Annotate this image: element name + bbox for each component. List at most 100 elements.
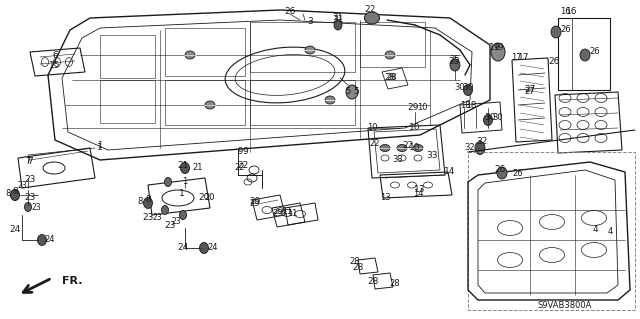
Text: 11: 11 [282, 207, 294, 217]
Ellipse shape [143, 197, 152, 209]
Text: 15: 15 [49, 61, 61, 70]
Text: 19: 19 [489, 43, 500, 53]
Text: 32: 32 [476, 137, 488, 146]
Text: 28: 28 [390, 278, 400, 287]
Text: 32: 32 [465, 144, 476, 152]
Text: 23: 23 [171, 218, 181, 226]
Text: 16: 16 [560, 8, 570, 17]
Ellipse shape [475, 142, 485, 154]
Ellipse shape [463, 85, 472, 95]
Text: 23: 23 [31, 203, 41, 211]
Text: 8: 8 [5, 189, 11, 197]
Ellipse shape [24, 203, 31, 211]
Ellipse shape [164, 177, 172, 187]
Text: 13: 13 [380, 194, 390, 203]
Text: 26: 26 [284, 8, 296, 17]
Text: 24: 24 [208, 243, 218, 253]
Text: 22: 22 [370, 138, 380, 147]
Text: 8: 8 [138, 197, 143, 205]
Text: 30: 30 [484, 114, 496, 122]
Text: FR.: FR. [62, 276, 83, 286]
Text: 8: 8 [12, 188, 18, 197]
Text: 31: 31 [333, 13, 343, 23]
Text: 30: 30 [462, 84, 474, 93]
Text: 31: 31 [332, 16, 344, 25]
Text: 10: 10 [409, 123, 420, 132]
Ellipse shape [483, 115, 493, 125]
Text: 10: 10 [417, 103, 428, 113]
Text: 1: 1 [97, 142, 102, 151]
Ellipse shape [334, 20, 342, 30]
Ellipse shape [305, 46, 315, 54]
Text: 1: 1 [182, 176, 188, 186]
Text: 23: 23 [152, 213, 162, 222]
Text: 9: 9 [242, 147, 248, 157]
Text: 18: 18 [460, 101, 470, 110]
Text: 29: 29 [407, 103, 419, 113]
Ellipse shape [180, 162, 189, 174]
Text: 17: 17 [518, 54, 530, 63]
Text: 14: 14 [413, 189, 423, 197]
Text: 26: 26 [561, 26, 572, 34]
Text: 33: 33 [392, 155, 403, 165]
Ellipse shape [551, 26, 561, 38]
Text: 21: 21 [177, 160, 189, 169]
Text: 26: 26 [513, 168, 524, 177]
Text: 29: 29 [250, 197, 260, 206]
Ellipse shape [38, 234, 47, 246]
Text: 2: 2 [369, 5, 374, 14]
Ellipse shape [161, 205, 168, 214]
Text: 2: 2 [364, 5, 370, 14]
Text: 7: 7 [27, 158, 33, 167]
Text: 22: 22 [235, 162, 245, 172]
Text: 23: 23 [17, 181, 27, 189]
Text: 24: 24 [177, 243, 189, 253]
Ellipse shape [413, 145, 423, 152]
Ellipse shape [380, 145, 390, 152]
Text: 1: 1 [97, 144, 103, 152]
Ellipse shape [497, 167, 507, 179]
Text: 33: 33 [426, 151, 438, 160]
Text: 10: 10 [409, 144, 420, 152]
Text: 24: 24 [10, 226, 20, 234]
Text: S9VAB3800A: S9VAB3800A [538, 300, 592, 309]
Text: 25: 25 [450, 56, 460, 64]
Text: 30: 30 [493, 114, 503, 122]
Text: 13: 13 [414, 186, 426, 195]
Ellipse shape [179, 211, 186, 219]
Ellipse shape [10, 189, 19, 201]
Bar [468, 152, 635, 310]
Text: 24: 24 [45, 235, 55, 244]
Text: 19: 19 [493, 42, 503, 51]
Text: 1: 1 [179, 189, 185, 197]
Text: 16: 16 [566, 8, 578, 17]
Text: 28: 28 [352, 263, 364, 272]
Ellipse shape [450, 59, 460, 71]
Text: 29: 29 [273, 209, 284, 218]
Text: 23: 23 [24, 194, 36, 203]
Text: 17: 17 [511, 54, 522, 63]
Ellipse shape [385, 51, 395, 59]
Text: 30: 30 [454, 83, 465, 92]
Text: 4: 4 [592, 226, 598, 234]
Text: 23: 23 [142, 213, 154, 222]
Text: 29: 29 [250, 198, 260, 207]
Text: 5: 5 [346, 87, 351, 97]
Text: 23: 23 [24, 175, 36, 184]
Text: 14: 14 [444, 167, 456, 176]
Text: 26: 26 [494, 166, 506, 174]
Ellipse shape [200, 242, 209, 254]
Text: 26: 26 [589, 48, 600, 56]
Ellipse shape [397, 145, 407, 152]
Ellipse shape [205, 101, 215, 109]
Text: 22: 22 [237, 160, 248, 169]
Ellipse shape [491, 43, 505, 61]
Text: 6: 6 [52, 50, 58, 60]
Text: 28: 28 [349, 257, 360, 266]
Text: 26: 26 [548, 57, 560, 66]
Text: 25: 25 [448, 57, 460, 66]
Text: 3: 3 [307, 18, 313, 26]
Text: 8: 8 [145, 196, 151, 204]
Ellipse shape [580, 49, 590, 61]
Text: 21: 21 [193, 164, 204, 173]
